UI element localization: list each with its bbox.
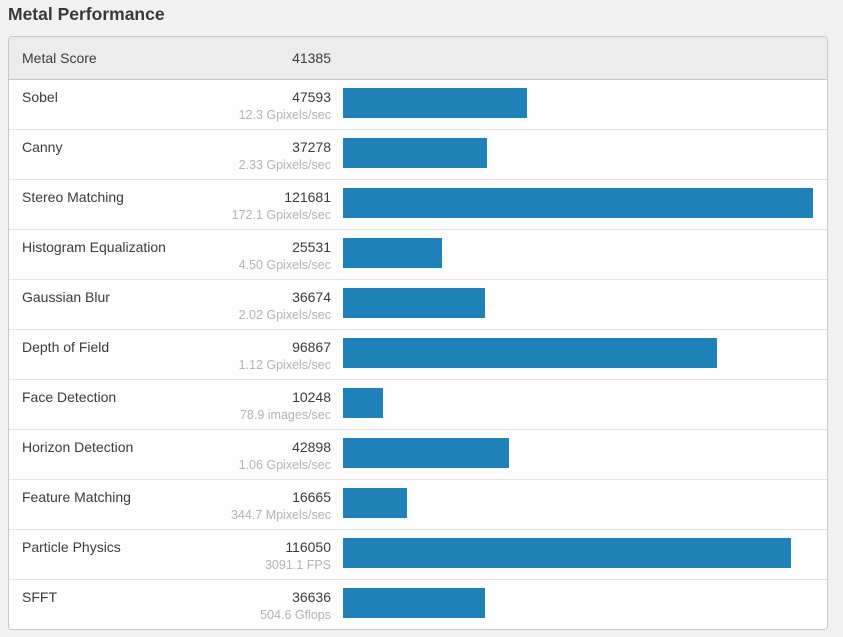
row-label: Feature Matching xyxy=(22,489,131,505)
score-cell: 116050 3091.1 FPS xyxy=(211,530,331,579)
row-label: Depth of Field xyxy=(22,339,110,355)
row-rate: 2.33 Gpixels/sec xyxy=(238,158,331,172)
bar-track xyxy=(343,488,813,518)
row-score: 121681 xyxy=(284,189,331,205)
row-score: 16665 xyxy=(292,489,331,505)
row-label: Canny xyxy=(22,139,63,155)
benchmark-row: Face Detection 10248 78.9 images/sec xyxy=(9,379,827,429)
score-bar xyxy=(343,138,487,168)
bar-cell xyxy=(331,280,827,329)
score-cell: 121681 172.1 Gpixels/sec xyxy=(211,180,331,229)
row-score: 25531 xyxy=(292,239,331,255)
row-score: 37278 xyxy=(292,139,331,155)
row-rate: 504.6 Gflops xyxy=(260,608,331,622)
benchmark-row: Feature Matching 16665 344.7 Mpixels/sec xyxy=(9,479,827,529)
row-rate: 78.9 images/sec xyxy=(239,408,331,422)
benchmark-row: Gaussian Blur 36674 2.02 Gpixels/sec xyxy=(9,279,827,329)
benchmark-row: Horizon Detection 42898 1.06 Gpixels/sec xyxy=(9,429,827,479)
score-cell: 25531 4.50 Gpixels/sec xyxy=(211,230,331,279)
row-rate: 3091.1 FPS xyxy=(264,558,331,572)
row-rate: 1.12 Gpixels/sec xyxy=(238,358,331,372)
benchmark-row: Canny 37278 2.33 Gpixels/sec xyxy=(9,129,827,179)
bar-cell xyxy=(331,480,827,529)
score-cell: 10248 78.9 images/sec xyxy=(211,380,331,429)
score-cell: 37278 2.33 Gpixels/sec xyxy=(211,130,331,179)
score-bar xyxy=(343,188,813,218)
score-cell: 16665 344.7 Mpixels/sec xyxy=(211,480,331,529)
row-label: Particle Physics xyxy=(22,539,121,555)
bar-cell xyxy=(331,80,827,129)
bar-track xyxy=(343,138,813,168)
bar-cell xyxy=(331,430,827,479)
score-cell: 36636 504.6 Gflops xyxy=(211,580,331,629)
score-cell: 36674 2.02 Gpixels/sec xyxy=(211,280,331,329)
bar-cell xyxy=(331,580,827,629)
row-score: 10248 xyxy=(292,389,331,405)
row-label: Histogram Equalization xyxy=(22,239,166,255)
rows: Sobel 47593 12.3 Gpixels/sec Canny 37278… xyxy=(9,80,827,629)
score-cell: 47593 12.3 Gpixels/sec xyxy=(211,80,331,129)
bar-cell xyxy=(331,380,827,429)
score-bar xyxy=(343,88,527,118)
metal-score-label: Metal Score xyxy=(22,50,97,66)
bar-cell xyxy=(331,130,827,179)
score-bar xyxy=(343,488,408,518)
score-bar xyxy=(343,338,718,368)
bar-track xyxy=(343,388,813,418)
bar-track xyxy=(343,88,813,118)
bar-cell xyxy=(331,330,827,379)
row-rate: 2.02 Gpixels/sec xyxy=(238,308,331,322)
score-bar xyxy=(343,288,485,318)
benchmark-row: Particle Physics 116050 3091.1 FPS xyxy=(9,529,827,579)
bar-track xyxy=(343,338,813,368)
bar-track xyxy=(343,288,813,318)
score-cell: 42898 1.06 Gpixels/sec xyxy=(211,430,331,479)
metal-score-value: 41385 xyxy=(292,50,331,66)
row-rate: 1.06 Gpixels/sec xyxy=(238,458,331,472)
bar-track xyxy=(343,538,813,568)
row-score: 96867 xyxy=(292,339,331,355)
benchmark-row: SFFT 36636 504.6 Gflops xyxy=(9,579,827,629)
row-label: Sobel xyxy=(22,89,58,105)
row-rate: 172.1 Gpixels/sec xyxy=(231,208,331,222)
benchmark-row: Histogram Equalization 25531 4.50 Gpixel… xyxy=(9,229,827,279)
bar-cell xyxy=(331,230,827,279)
score-bar xyxy=(343,438,509,468)
benchmark-row: Stereo Matching 121681 172.1 Gpixels/sec xyxy=(9,179,827,229)
benchmark-results-card: Metal Score 41385 Sobel 47593 12.3 Gpixe… xyxy=(8,36,828,630)
bar-cell xyxy=(331,180,827,229)
row-rate: 4.50 Gpixels/sec xyxy=(238,258,331,272)
row-score: 36674 xyxy=(292,289,331,305)
bar-cell xyxy=(331,530,827,579)
row-label: Horizon Detection xyxy=(22,439,134,455)
bar-track xyxy=(343,438,813,468)
row-label: SFFT xyxy=(22,589,57,605)
row-rate: 12.3 Gpixels/sec xyxy=(238,108,331,122)
row-score: 42898 xyxy=(292,439,331,455)
metal-score-header-row: Metal Score 41385 xyxy=(9,37,827,80)
bar-track xyxy=(343,188,813,218)
score-bar xyxy=(343,238,442,268)
row-rate: 344.7 Mpixels/sec xyxy=(230,508,331,522)
score-bar xyxy=(343,538,792,568)
row-score: 116050 xyxy=(285,539,331,555)
score-cell: 96867 1.12 Gpixels/sec xyxy=(211,330,331,379)
bar-track xyxy=(343,238,813,268)
benchmark-row: Depth of Field 96867 1.12 Gpixels/sec xyxy=(9,329,827,379)
score-bar xyxy=(343,388,383,418)
row-score: 36636 xyxy=(292,589,331,605)
row-label: Stereo Matching xyxy=(22,189,124,205)
row-label: Gaussian Blur xyxy=(22,289,110,305)
row-label: Face Detection xyxy=(22,389,117,405)
page-title: Metal Performance xyxy=(8,4,165,24)
benchmark-row: Sobel 47593 12.3 Gpixels/sec xyxy=(9,80,827,129)
bar-track xyxy=(343,588,813,618)
score-bar xyxy=(343,588,485,618)
row-score: 47593 xyxy=(292,89,331,105)
